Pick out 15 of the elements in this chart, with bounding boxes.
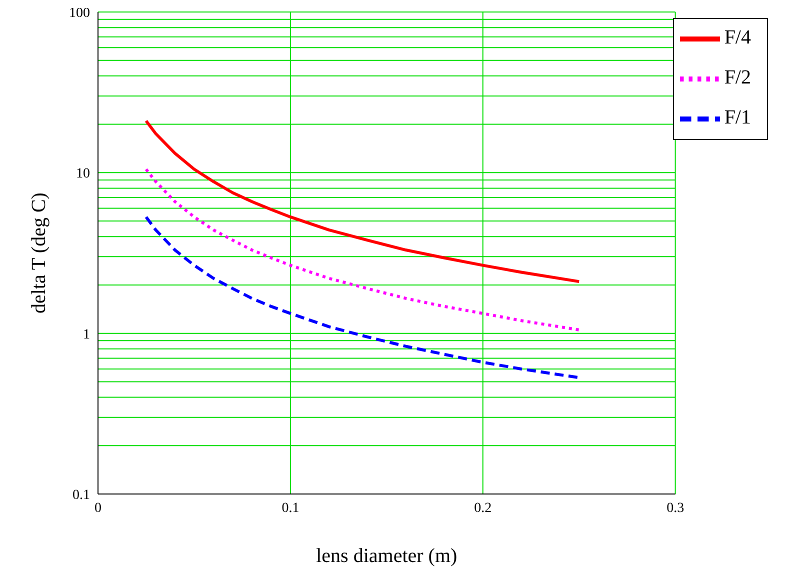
line-series (144, 168, 581, 332)
x-tick-label: 0 (94, 500, 102, 516)
x-tick-label: 0.1 (282, 500, 300, 516)
x-axis-title: lens diameter (m) (316, 545, 458, 568)
y-tick-label: 1 (83, 327, 90, 342)
y-tick-label: 0.1 (72, 488, 90, 503)
x-tick-label: 0.2 (474, 500, 492, 516)
legend-label: F/1 (724, 106, 751, 129)
y-axis-title: delta T (deg C) (28, 192, 50, 314)
legend-label: F/2 (724, 66, 751, 89)
x-tick-label: 0.3 (666, 500, 684, 516)
y-tick-label: 100 (69, 6, 90, 21)
legend-label: F/4 (724, 26, 751, 49)
y-tick-label: 10 (76, 166, 90, 182)
line-series (144, 119, 581, 284)
